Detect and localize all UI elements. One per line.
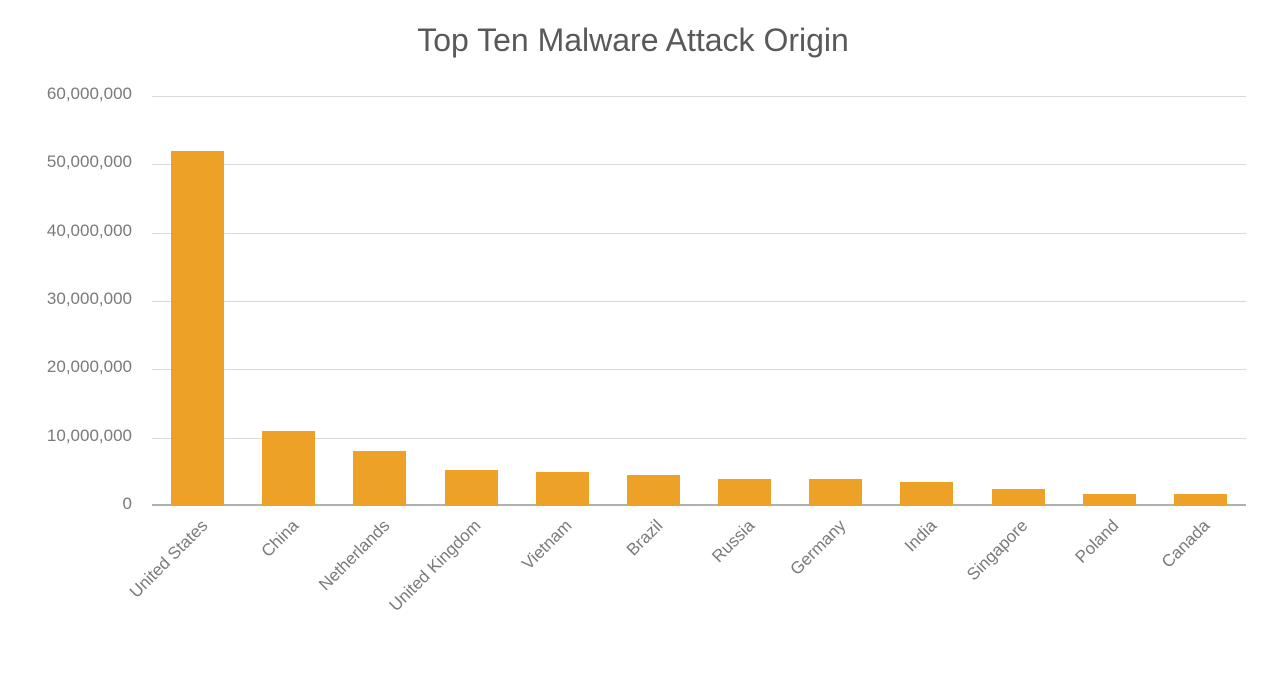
grid-line bbox=[152, 301, 1246, 302]
bar bbox=[445, 470, 498, 506]
y-tick-label: 0 bbox=[0, 494, 132, 514]
bar bbox=[900, 482, 953, 506]
x-tick-label: United States bbox=[0, 516, 212, 680]
bar bbox=[1174, 494, 1227, 506]
bar bbox=[171, 151, 224, 506]
grid-line bbox=[152, 369, 1246, 370]
y-tick-label: 50,000,000 bbox=[0, 152, 132, 172]
plot-area bbox=[152, 96, 1246, 506]
bar bbox=[992, 489, 1045, 506]
y-tick-label: 30,000,000 bbox=[0, 289, 132, 309]
grid-line bbox=[152, 164, 1246, 165]
bar bbox=[536, 472, 589, 506]
bar bbox=[718, 479, 771, 506]
bar bbox=[262, 431, 315, 506]
grid-line bbox=[152, 96, 1246, 97]
y-tick-label: 10,000,000 bbox=[0, 426, 132, 446]
grid-line bbox=[152, 233, 1246, 234]
grid-line bbox=[152, 438, 1246, 439]
chart-container: Top Ten Malware Attack Origin 0 10,000,00… bbox=[0, 0, 1266, 680]
bar bbox=[627, 475, 680, 506]
chart-title: Top Ten Malware Attack Origin bbox=[0, 22, 1266, 59]
y-tick-label: 60,000,000 bbox=[0, 84, 132, 104]
bar bbox=[353, 451, 406, 506]
bar bbox=[809, 479, 862, 506]
y-tick-label: 20,000,000 bbox=[0, 357, 132, 377]
y-tick-label: 40,000,000 bbox=[0, 221, 132, 241]
bar bbox=[1083, 494, 1136, 506]
